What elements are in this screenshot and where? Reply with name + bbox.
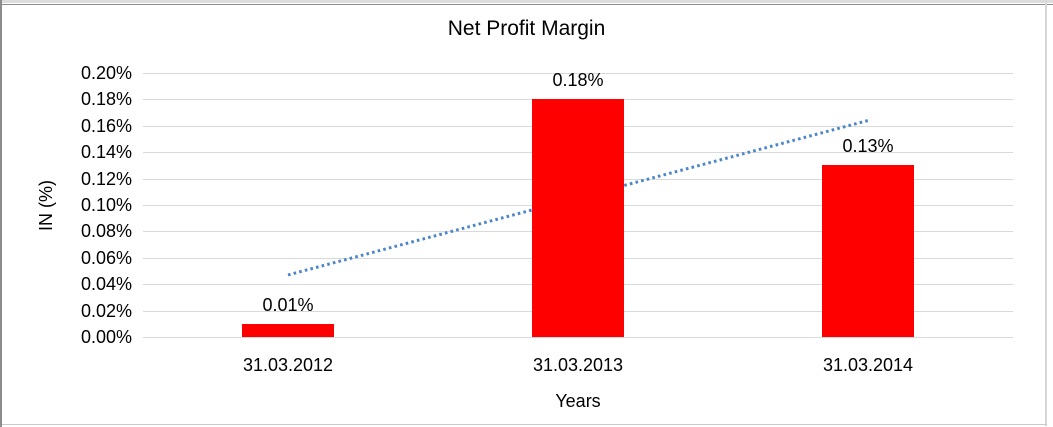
chart-border-top-light	[0, 0, 1053, 3]
y-tick-label: 0.00%	[80, 327, 132, 347]
y-tick-label: 0.18%	[80, 89, 132, 110]
plot-area: 0.01% 0.18% 0.13%	[143, 70, 1013, 338]
chart-border-left	[0, 0, 2, 427]
bar-data-label: 0.18%	[552, 70, 604, 91]
gridline	[143, 73, 1013, 74]
gridline	[143, 337, 1013, 338]
x-tick-label: 31.03.2012	[242, 355, 334, 375]
y-tick-label: 0.16%	[80, 115, 132, 136]
bar-data-label: 0.01%	[262, 294, 314, 315]
bar	[242, 323, 334, 337]
y-tick-label: 0.14%	[80, 142, 132, 163]
chart-border-top-dark	[0, 4, 1053, 5]
bar	[822, 165, 914, 337]
chart-title: Net Profit Margin	[447, 17, 606, 40]
chart-border-bottom	[2, 424, 1047, 425]
x-tick-label: 31.03.2013	[532, 355, 624, 375]
y-tick-label: 0.06%	[80, 247, 132, 268]
x-tick-label: 31.03.2014	[822, 355, 914, 375]
trendline-layer	[287, 119, 869, 277]
chart-border-right	[1045, 3, 1047, 426]
bar	[532, 99, 624, 337]
y-tick-label: 0.02%	[80, 300, 132, 321]
y-tick-label: 0.12%	[80, 168, 132, 189]
bar-data-label: 0.13%	[842, 136, 894, 157]
y-tick-label: 0.04%	[80, 274, 132, 295]
trendline	[287, 119, 869, 277]
x-axis-title: Years	[555, 391, 601, 411]
y-tick-label: 0.10%	[80, 195, 132, 215]
y-tick-label: 0.20%	[80, 63, 132, 83]
y-tick-label: 0.08%	[80, 221, 132, 242]
